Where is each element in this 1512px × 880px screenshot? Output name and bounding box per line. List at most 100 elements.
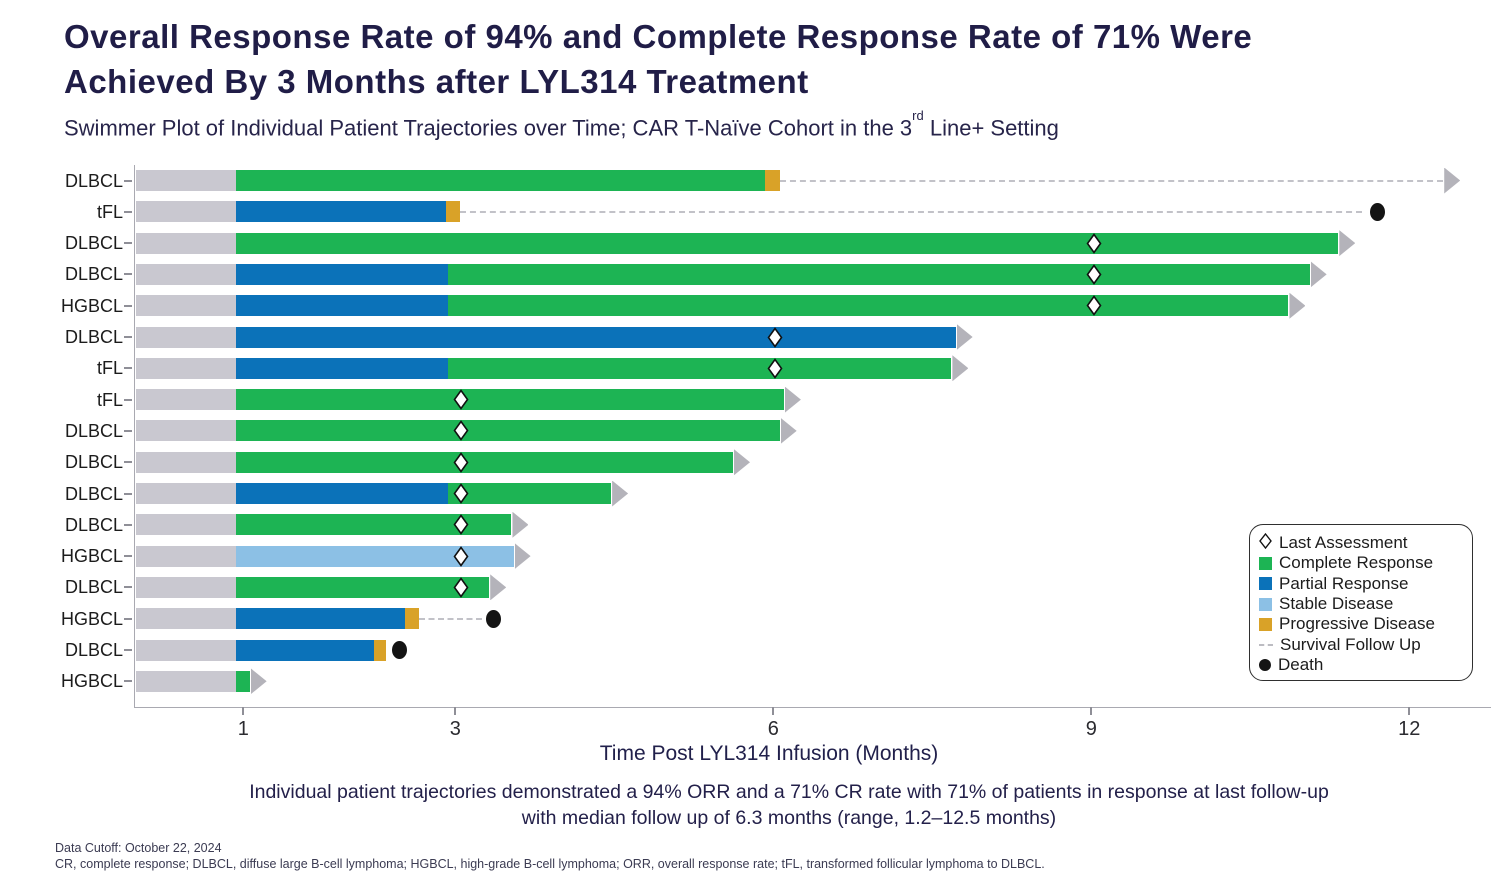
last-assessment-diamond-icon	[453, 514, 469, 536]
y-axis-label: DLBCL	[64, 233, 123, 254]
footnote-abbreviations: CR, complete response; DLBCL, diffuse la…	[55, 857, 1045, 871]
bar-segment-cr	[235, 232, 1339, 254]
chart-subtitle-superscript: rd	[912, 108, 924, 123]
legend-label: Last Assessment	[1279, 533, 1408, 553]
x-axis-title: Time Post LYL314 Infusion (Months)	[599, 742, 939, 765]
legend-circle-icon	[1259, 658, 1271, 671]
legend-item: Partial Response	[1259, 574, 1463, 594]
legend-item: Last Assessment	[1259, 532, 1463, 554]
last-assessment-diamond-icon	[453, 420, 469, 442]
bar-segment-cr	[235, 576, 490, 598]
bar-segment-sd	[235, 545, 514, 567]
last-assessment-diamond-icon	[767, 326, 783, 348]
bar-segment-pr	[235, 326, 956, 348]
survival-follow-up-line	[779, 179, 1444, 182]
y-axis-tick	[124, 649, 132, 651]
y-axis-label: HGBCL	[60, 295, 123, 316]
ongoing-arrow-icon	[1444, 167, 1461, 194]
footnote-data-cutoff: Data Cutoff: October 22, 2024	[55, 841, 222, 855]
ongoing-arrow-icon	[734, 449, 751, 476]
bar-segment-pr	[235, 483, 448, 504]
last-assessment-diamond-icon	[1086, 232, 1102, 254]
last-assessment-diamond-icon	[453, 451, 469, 473]
bar-segment-lead	[136, 545, 236, 567]
ongoing-arrow-icon	[956, 324, 973, 350]
y-axis-tick	[124, 680, 132, 683]
legend-item: Complete Response	[1259, 553, 1463, 573]
legend-item: Stable Disease	[1259, 594, 1463, 614]
bar-segment-pr	[235, 295, 448, 317]
page-title-line2: Achieved By 3 Months after LYL314 Treatm…	[64, 63, 809, 100]
bar-segment-cr	[447, 295, 1289, 317]
legend-item: Death	[1259, 655, 1463, 675]
y-axis-tick	[124, 398, 132, 401]
x-axis-tick-label: 9	[1085, 718, 1097, 740]
swimmer-plot-area: DLBCL tFL DLBCL DLBCL HGBCL DLBCL tFL tFL DLBCL D…	[61, 165, 1491, 740]
ongoing-arrow-icon	[1310, 261, 1327, 288]
x-axis-tick-label: 6	[767, 718, 779, 740]
survival-follow-up-line	[419, 617, 482, 620]
y-axis-label: HGBCL	[60, 671, 123, 692]
ongoing-arrow-icon	[512, 511, 529, 538]
last-assessment-diamond-icon	[453, 389, 469, 410]
y-axis-label: HGBCL	[60, 608, 123, 629]
survival-follow-up-line	[459, 210, 1362, 213]
bar-segment-pd	[764, 170, 780, 191]
y-axis-tick	[124, 555, 132, 558]
y-axis-tick	[124, 586, 132, 589]
legend-label: Stable Disease	[1279, 594, 1394, 614]
bar-segment-lead	[136, 514, 236, 536]
y-axis-tick	[124, 336, 132, 338]
y-axis-tick	[124, 461, 132, 464]
ongoing-arrow-icon	[1339, 230, 1356, 257]
y-axis-label: tFL	[96, 389, 123, 410]
last-assessment-diamond-icon	[453, 483, 469, 504]
bar-segment-cr	[235, 514, 512, 536]
x-axis-tick	[1408, 707, 1411, 715]
chart-subtitle: Swimmer Plot of Individual Patient Traje…	[64, 108, 1464, 141]
y-axis-tick	[124, 429, 132, 432]
chart-subtitle-text: Swimmer Plot of Individual Patient Traje…	[64, 115, 913, 141]
bar-segment-cr	[447, 483, 612, 504]
legend-item: Progressive Disease	[1259, 614, 1463, 634]
legend-diamond-icon	[1259, 532, 1272, 554]
bar-segment-lead	[136, 232, 236, 254]
last-assessment-diamond-icon	[453, 577, 469, 598]
legend-dash-icon	[1259, 643, 1273, 646]
ongoing-arrow-icon	[1289, 292, 1306, 319]
y-axis-label: DLBCL	[64, 577, 123, 598]
bar-segment-cr	[447, 263, 1310, 285]
chart-caption-line2: with median follow up of 6.3 months (ran…	[521, 807, 1057, 829]
last-assessment-diamond-icon	[1086, 295, 1102, 317]
bar-segment-pd	[373, 639, 387, 661]
bar-segment-cr	[447, 357, 952, 379]
ongoing-arrow-icon	[250, 668, 267, 695]
bar-segment-lead	[136, 295, 236, 317]
y-axis-label: DLBCL	[64, 452, 123, 473]
bar-segment-lead	[136, 170, 236, 191]
bar-segment-lead	[136, 451, 236, 473]
page-title-line1: Overall Response Rate of 94% and Complet…	[64, 18, 1253, 55]
y-axis-tick	[124, 304, 132, 307]
bar-segment-lead	[136, 263, 236, 285]
y-axis-label: DLBCL	[64, 170, 123, 191]
bar-segment-pr	[235, 263, 448, 285]
ongoing-arrow-icon	[612, 480, 629, 507]
bar-segment-pr	[235, 639, 374, 661]
bar-segment-pr	[235, 201, 446, 223]
chart-caption-line1: Individual patient trajectories demonstr…	[249, 781, 1329, 803]
bar-segment-lead	[136, 357, 236, 379]
y-axis-label: HGBCL	[60, 546, 123, 567]
x-axis-tick	[772, 707, 775, 715]
legend-swatch-icon	[1259, 597, 1272, 611]
y-axis-tick	[124, 367, 132, 370]
y-axis-label: DLBCL	[64, 327, 123, 347]
bar-segment-cr	[235, 670, 250, 692]
death-dot-icon	[391, 641, 407, 659]
x-axis-tick	[1090, 707, 1093, 715]
bar-segment-lead	[136, 483, 236, 504]
legend-label: Complete Response	[1279, 553, 1434, 573]
bar-segment-lead	[136, 326, 236, 348]
bar-segment-pd	[405, 608, 420, 630]
